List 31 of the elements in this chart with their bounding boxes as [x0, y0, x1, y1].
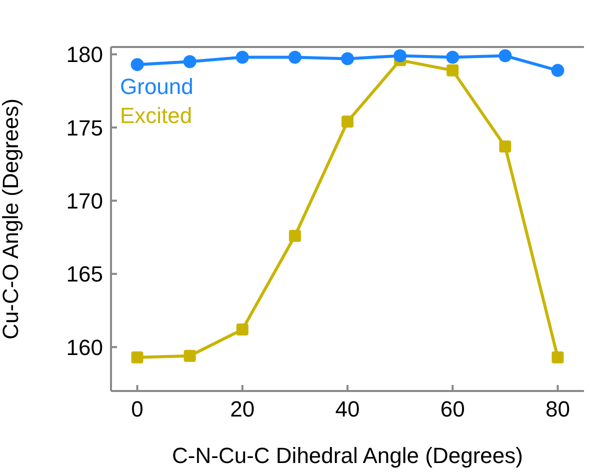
- point: [184, 350, 196, 362]
- point: [183, 55, 196, 68]
- point: [499, 140, 512, 153]
- x-tick-label: 0: [131, 396, 144, 422]
- point: [552, 351, 564, 364]
- point: [342, 116, 354, 128]
- y-tick-label: 180: [66, 42, 103, 68]
- series-label: Ground: [120, 73, 194, 101]
- y-axis-title: Cu-C-O Angle (Degrees): [0, 98, 23, 340]
- y-tick-label: 175: [66, 115, 103, 140]
- point: [130, 58, 144, 72]
- point: [551, 64, 564, 77]
- x-tick-label: 60: [440, 396, 465, 422]
- x-axis-title: C-N-Cu-C Dihedral Angle (Degrees): [172, 443, 523, 468]
- point: [288, 50, 302, 64]
- y-tick-label: 165: [66, 262, 103, 287]
- point: [446, 64, 459, 76]
- x-tick-label: 80: [545, 396, 570, 422]
- text: Excited: [120, 102, 194, 130]
- point: [236, 50, 249, 64]
- point: [131, 351, 144, 364]
- point: [394, 49, 407, 62]
- point: [498, 49, 512, 62]
- point: [446, 50, 460, 64]
- y-tick-label: 170: [66, 188, 103, 214]
- point: [288, 230, 301, 242]
- x-tick-label: 40: [335, 396, 360, 422]
- point: [236, 324, 248, 336]
- y-tick-label: 160: [66, 334, 103, 360]
- point: [341, 52, 354, 66]
- x-tick-label: 20: [230, 396, 255, 422]
